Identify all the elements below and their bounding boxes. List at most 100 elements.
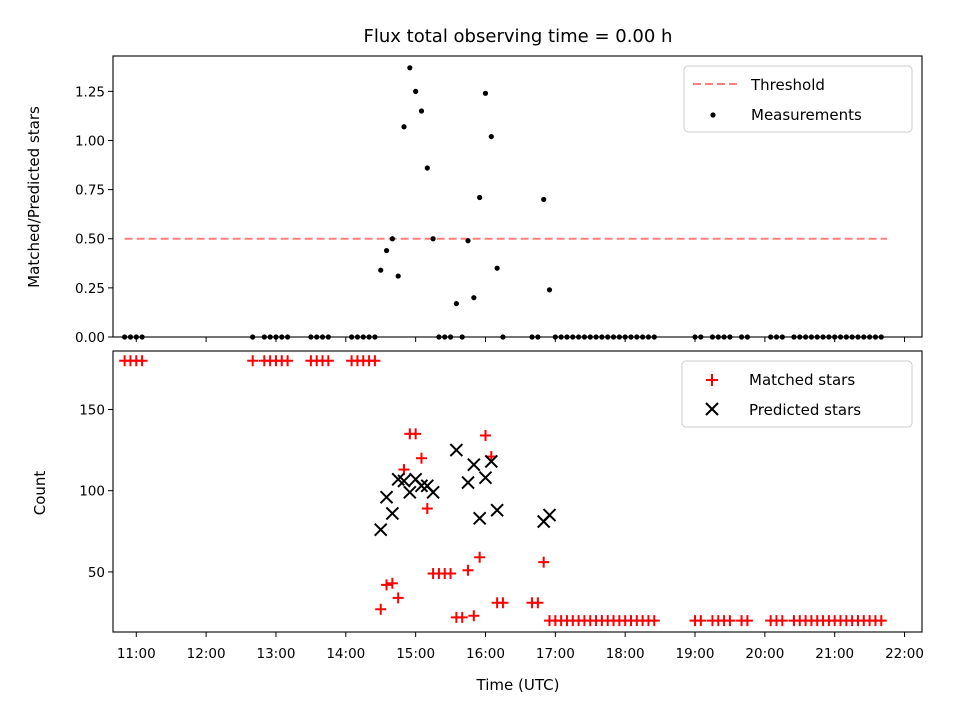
bottom-x-tick-label: 12:00: [187, 646, 226, 662]
matched-star-marker: [479, 429, 491, 441]
chart-title: Flux total observing time = 0.00 h: [364, 26, 673, 47]
predicted-star-marker: [385, 506, 400, 521]
predicted-star-marker-b: [449, 443, 464, 457]
measurement-point: [465, 238, 471, 244]
predicted-star-marker: [472, 511, 487, 526]
bottom-x-tick-label: 14:00: [326, 646, 365, 662]
bottom-plot-frame: [112, 350, 923, 633]
matched-star-marker: [724, 615, 736, 627]
bottom-y-tick-label: 100: [79, 484, 105, 500]
measurement-point: [418, 108, 425, 114]
matched-star-marker: [410, 428, 422, 440]
bottom-y-ticks: 50 100 150: [79, 402, 113, 581]
measurement-point: [407, 65, 413, 71]
predicted-star-marker-b: [484, 454, 499, 469]
bottom-x-tick-label: 16:00: [466, 646, 505, 662]
bottom-x-tick-label: 21:00: [815, 646, 854, 662]
predicted-star-marker-b: [472, 511, 487, 526]
predicted-star-marker-b: [391, 472, 405, 487]
measurement-point: [488, 133, 494, 140]
predicted-star-marker: [426, 485, 440, 500]
predicted-stars-points: [374, 443, 557, 537]
bottom-legend: Matched stars Predicted stars: [681, 360, 913, 428]
matched-star-marker: [445, 568, 457, 580]
bottom-x-tick-label: 22:00: [885, 646, 924, 662]
measurement-point: [401, 124, 407, 130]
predicted-star-marker-b: [467, 457, 481, 472]
matched-star-marker: [497, 597, 509, 609]
bottom-x-tick-label: 20:00: [745, 646, 784, 662]
bottom-x-tick-label: 18:00: [606, 646, 645, 662]
matched-star-marker: [741, 615, 753, 627]
top-y-tick-label: 0.25: [75, 281, 105, 297]
matched-star-marker: [468, 610, 480, 622]
bottom-x-tick-label: 11:00: [117, 646, 156, 662]
matched-star-marker: [386, 577, 398, 589]
matched-star-marker: [247, 355, 259, 367]
legend-matched-label: Matched stars: [749, 371, 855, 389]
legend-predicted-swatch: [705, 402, 719, 416]
measurement-point: [453, 300, 459, 307]
x-axis-label: Time (UTC): [476, 676, 560, 694]
predicted-star-marker: [414, 479, 429, 493]
measurement-point: [494, 265, 500, 271]
matched-stars-points: [119, 355, 887, 627]
predicted-star-marker-b: [414, 479, 429, 493]
bottom-legend-box: [681, 360, 913, 428]
top-y-ticks: 0.00 0.25 0.50 0.75 1.00 1.25: [75, 84, 113, 346]
top-y-tick-label: 0.00: [75, 330, 105, 346]
predicted-star-marker-b: [374, 522, 388, 537]
bottom-x-tick-label: 17:00: [536, 646, 575, 662]
predicted-star-marker-b: [379, 490, 394, 504]
matched-star-marker: [456, 611, 468, 623]
matched-star-marker: [462, 564, 474, 576]
predicted-star-marker: [490, 503, 504, 517]
predicted-star-marker-b: [478, 470, 493, 485]
predicted-star-marker-b: [420, 479, 434, 493]
measurement-point: [389, 236, 395, 242]
top-legend: Threshold Measurements: [683, 65, 913, 133]
top-y-tick-label: 0.50: [75, 232, 105, 248]
matched-star-marker: [474, 551, 486, 563]
measurement-point: [477, 194, 483, 201]
predicted-star-marker: [542, 508, 557, 522]
predicted-star-marker-b: [403, 485, 417, 500]
measurement-point: [378, 267, 384, 273]
measurement-point: [383, 247, 390, 254]
measurement-point: [541, 196, 547, 203]
predicted-star-marker-b: [490, 503, 504, 517]
legend-measurements-swatch: [710, 112, 716, 118]
measurement-point: [395, 273, 401, 279]
top-y-tick-label: 1.00: [75, 133, 105, 149]
measurement-point: [482, 90, 489, 96]
legend-measurements-label: Measurements: [751, 106, 862, 124]
bottom-x-tick-label: 15:00: [396, 646, 435, 662]
predicted-star-marker-b: [426, 485, 440, 500]
predicted-star-marker-b: [461, 475, 475, 490]
measurement-point: [413, 88, 419, 94]
matched-star-marker: [322, 355, 334, 367]
matched-star-marker: [392, 592, 404, 604]
legend-matched-swatch: [706, 374, 718, 386]
matched-star-marker: [532, 597, 544, 609]
top-y-axis-label: Matched/Predicted stars: [25, 106, 43, 288]
measurement-point: [424, 165, 430, 171]
bottom-y-tick-label: 150: [79, 402, 105, 418]
predicted-star-marker-b: [385, 506, 400, 521]
predicted-star-marker: [461, 475, 475, 490]
predicted-star-marker: [467, 457, 481, 472]
predicted-star-marker: [484, 454, 499, 469]
matched-star-marker: [538, 556, 550, 568]
measurement-point: [471, 295, 477, 301]
legend-predicted-label: Predicted stars: [749, 401, 861, 419]
top-legend-box: [683, 65, 913, 133]
predicted-star-marker: [379, 490, 394, 504]
measurement-point: [546, 287, 553, 293]
bottom-x-tick-label: 13:00: [257, 646, 296, 662]
legend-threshold-label: Threshold: [750, 76, 825, 94]
count-panel: Count Time (UTC) 50 100 150 11:00 12:00 13:0…: [31, 350, 924, 694]
predicted-star-marker: [449, 443, 464, 457]
matched-star-marker: [381, 579, 393, 591]
predicted-star-marker-b: [542, 508, 557, 522]
